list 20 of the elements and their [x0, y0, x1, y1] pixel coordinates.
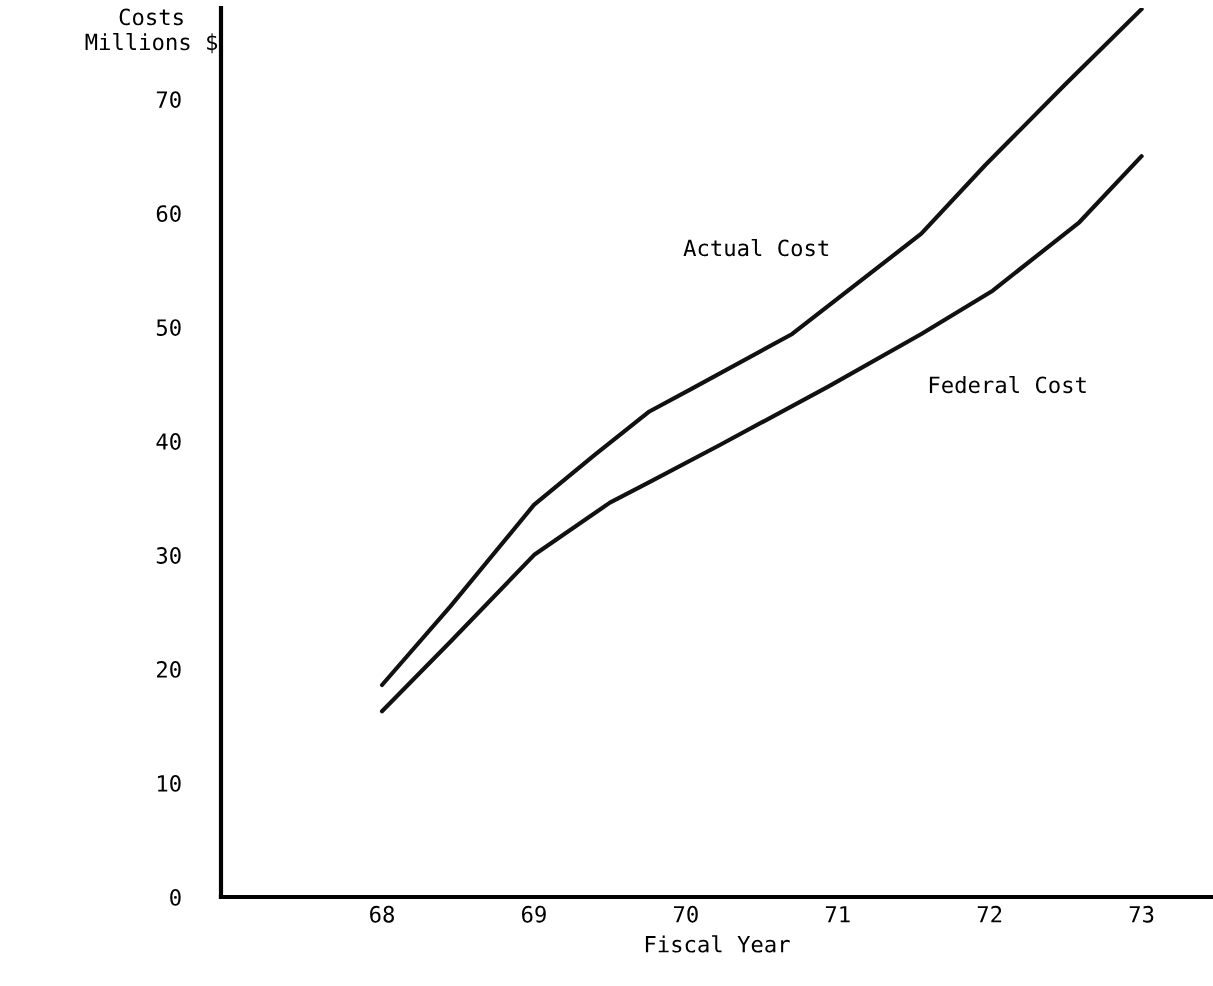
annotation: Federal Cost: [929, 375, 1086, 394]
y-tick-label: 30: [156, 547, 181, 564]
y-tick-label: 40: [156, 433, 181, 450]
x-tick-label: 68: [370, 905, 394, 923]
y-tick-label: 50: [156, 319, 181, 336]
line-series: [379, 8, 1144, 688]
x-axis-title: Fiscal Year: [645, 935, 790, 953]
y-tick-label: 70: [156, 91, 181, 108]
y-axis-title: Costs Millions $: [85, 8, 218, 54]
annotation: Actual Cost: [683, 239, 829, 257]
y-tick-label: 0: [170, 889, 181, 906]
line-series: [379, 154, 1144, 714]
x-tick-label: 70: [673, 905, 698, 923]
x-tick-label: 71: [825, 906, 850, 923]
x-tick-label: 73: [1129, 905, 1154, 923]
x-tick-label: 72: [977, 905, 1002, 923]
x-tick-label: 69: [522, 905, 546, 923]
y-tick-label: 60: [156, 205, 181, 222]
y-tick-label: 10: [158, 775, 181, 792]
y-tick-label: 20: [157, 661, 181, 678]
